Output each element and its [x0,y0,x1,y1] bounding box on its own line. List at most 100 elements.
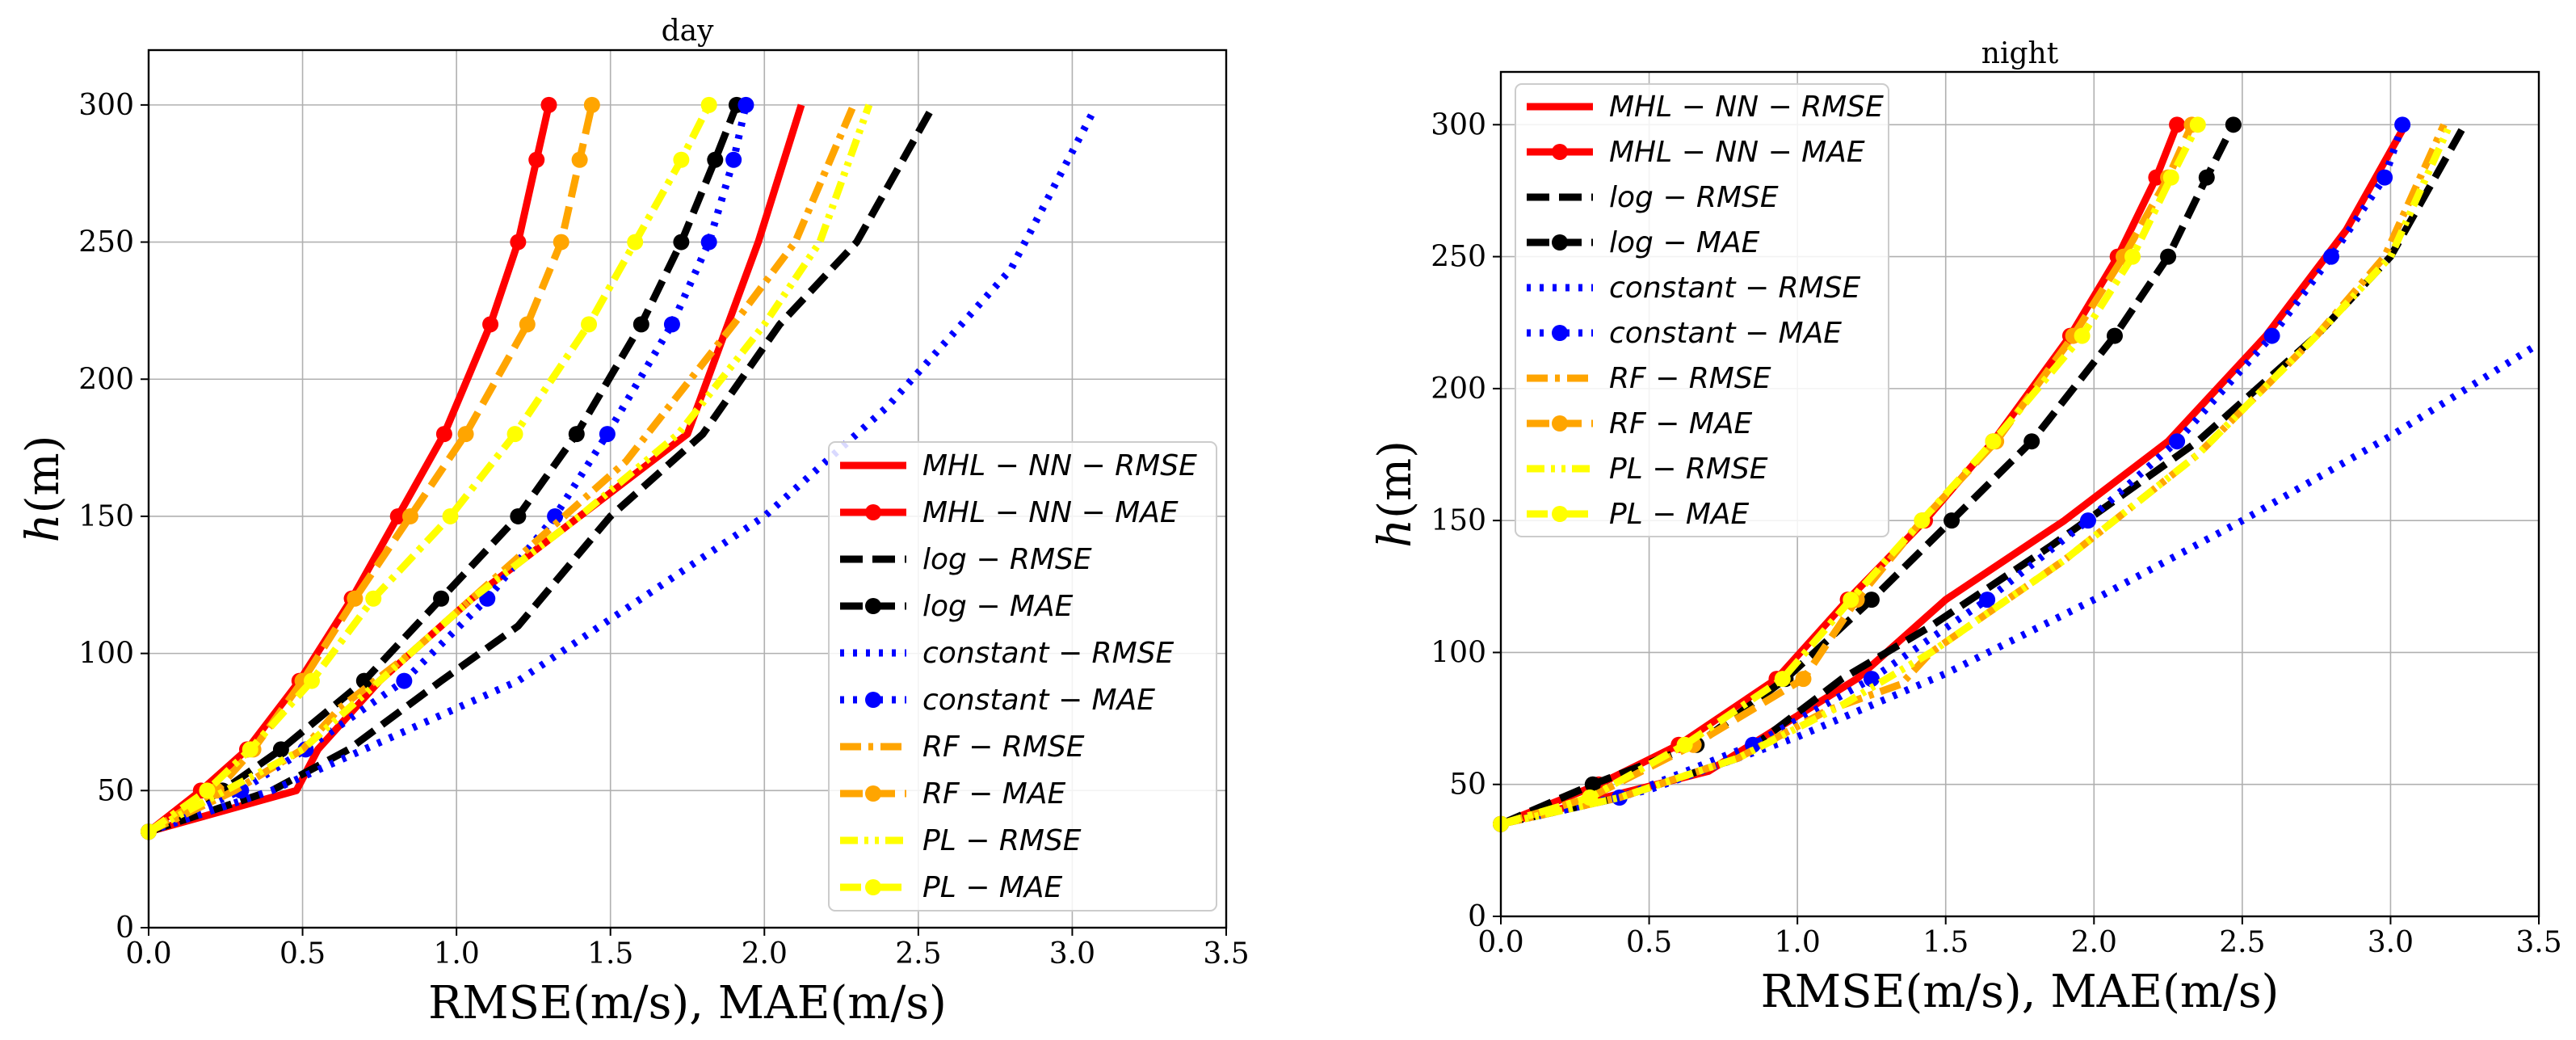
legend-label: constant − RMSE [1609,272,1860,305]
data-point [1843,592,1860,608]
x-tick-label: 2.5 [2219,926,2265,959]
y-axis-label: h(m) [1369,440,1422,548]
data-point [571,151,588,168]
data-point [304,672,321,689]
data-point [510,507,527,524]
series-pl-rmse [146,103,873,836]
series-pl-mae [1493,116,2206,832]
data-point [547,507,564,524]
data-point [627,234,644,251]
series-rf-rmse [1500,123,2448,828]
data-point [1676,736,1693,753]
data-point [1582,789,1599,806]
data-point [700,234,717,251]
legend-entry: constant − RMSE [840,637,1174,670]
data-point [1774,671,1791,688]
legend-marker [1552,415,1568,432]
legend-entry: PL − RMSE [1527,453,1768,486]
legend-label: PL − RMSE [1609,453,1768,486]
y-tick-label: 100 [1431,636,1486,669]
day-panel: 0.0 0.5 1.0 1.5 2.0 2.5 3.0 3.5 0 50 100 150 200 250 3… [17,15,1250,1029]
legend-entry: PL − MAE [1527,498,1750,531]
x-axis-label: RMSE(m/s), MAE(m/s) [1761,966,2280,1018]
data-point [528,151,545,168]
y-tick-label: 250 [1431,241,1486,274]
legend-label: MHL − NN − MAE [922,496,1179,529]
legend-label: constant − MAE [922,684,1155,717]
x-tick-label: 3.0 [1049,937,1095,971]
data-point [242,741,258,758]
data-point [2189,116,2206,133]
data-point [365,590,382,607]
legend-label: log − MAE [922,590,1074,623]
x-axis-label: RMSE(m/s), MAE(m/s) [428,977,947,1029]
legend-entry: MHL − NN − RMSE [840,449,1197,482]
data-point [2169,433,2186,450]
data-point [1584,776,1601,793]
series-rf-rmse [147,103,857,836]
plot-frame [1499,70,2540,918]
data-point [442,507,459,524]
legend: MHL − NN − RMSE MHL − NN − MAE log − RMSE l… [828,441,1217,912]
data-point [2169,116,2186,133]
x-tick-label: 3.5 [2515,926,2561,959]
data-point [2323,248,2339,265]
data-point [663,316,680,333]
y-axis-label-unit: (m) [1369,440,1422,519]
y-tick-label: 200 [78,363,134,396]
x-tick-label: 1.0 [434,937,480,971]
data-point [2394,116,2411,133]
series-log-rmse [147,103,937,836]
legend-marker [865,879,881,895]
data-point [2225,116,2242,133]
data-point [583,96,600,113]
legend-label: PL − RMSE [922,824,1082,857]
series-constant-rmse [147,108,1098,836]
legend-entry: MHL − NN − MAE [840,496,1179,529]
legend-label: log − RMSE [1609,181,1779,214]
data-point [355,672,372,689]
data-point [568,426,585,443]
y-axis-label-unit: (m) [17,436,69,514]
legend-entry: PL − MAE [840,871,1063,904]
data-point [272,741,289,758]
legend-marker [1552,144,1568,160]
data-point [1985,433,2002,450]
x-tick-label: 0.0 [1477,926,1523,959]
data-point [199,782,216,799]
y-tick-label: 0 [1468,900,1486,933]
legend-label: log − RMSE [922,543,1092,576]
y-tick-label: 50 [97,774,134,807]
legend-entry: PL − RMSE [840,824,1082,857]
legend-marker [865,692,881,708]
data-point [457,426,474,443]
legend-entry: constant − RMSE [1527,272,1860,305]
data-point [673,151,690,168]
x-tick-label: 1.0 [1775,926,1821,959]
data-point [599,426,616,443]
legend-entry: MHL − NN − RMSE [1527,91,1884,124]
x-tick-label: 0.0 [125,937,171,971]
y-tick-label: 50 [1449,768,1486,802]
data-point [2106,327,2123,344]
data-point [1914,512,1931,529]
x-tick-label: 2.0 [2071,926,2117,959]
x-tick-label: 2.5 [895,937,941,971]
legend-marker [865,598,881,614]
legend-label: RF − RMSE [1609,362,1771,395]
series-line-constant-rmse [147,108,1098,836]
legend-label: constant − RMSE [922,637,1174,670]
y-tick-label: 150 [1431,504,1486,537]
data-point [2162,169,2179,186]
series-constant-rmse [1499,340,2541,828]
data-point [433,590,450,607]
x-tick-label: 1.5 [587,937,633,971]
legend-entry: log − RMSE [1527,181,1779,214]
legend-label: MHL − NN − RMSE [922,449,1197,482]
legend-marker [1552,234,1568,251]
series-line-constant-rmse [1499,340,2541,828]
data-point [2160,248,2177,265]
data-point [738,96,754,113]
series-line-rf-rmse [1500,123,2448,828]
